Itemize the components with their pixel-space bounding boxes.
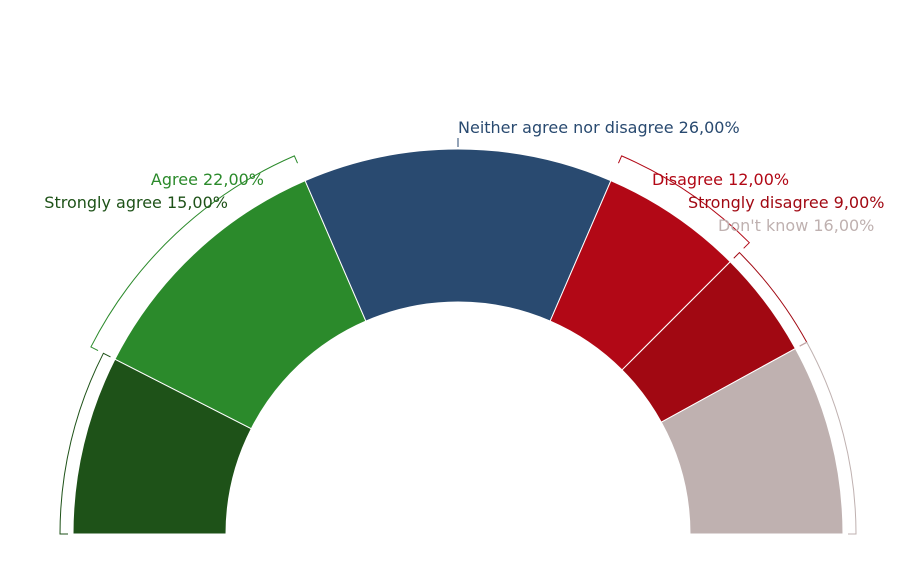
bracket-don-t-know [799, 341, 857, 535]
slice-neither-agree-nor-disagree[interactable] [304, 148, 612, 322]
label-strongly-agree: Strongly agree 15,00% [44, 193, 228, 212]
label-disagree: Disagree 12,00% [652, 170, 789, 189]
slices [72, 148, 844, 535]
bracket-agree [90, 155, 299, 352]
bracket-strongly-agree [59, 352, 111, 535]
slice-don-t-know[interactable] [660, 347, 844, 535]
label-neither-agree-nor-disagree: Neither agree nor disagree 26,00% [458, 118, 740, 137]
label-agree: Agree 22,00% [151, 170, 264, 189]
label-strongly-disagree: Strongly disagree 9,00% [688, 193, 884, 212]
label-brackets [59, 138, 857, 535]
data-labels: Strongly agree 15,00% Agree 22,00% Neither… [44, 118, 884, 235]
bracket-disagree [617, 155, 751, 249]
label-don-t-know: Don't know 16,00% [718, 216, 874, 235]
